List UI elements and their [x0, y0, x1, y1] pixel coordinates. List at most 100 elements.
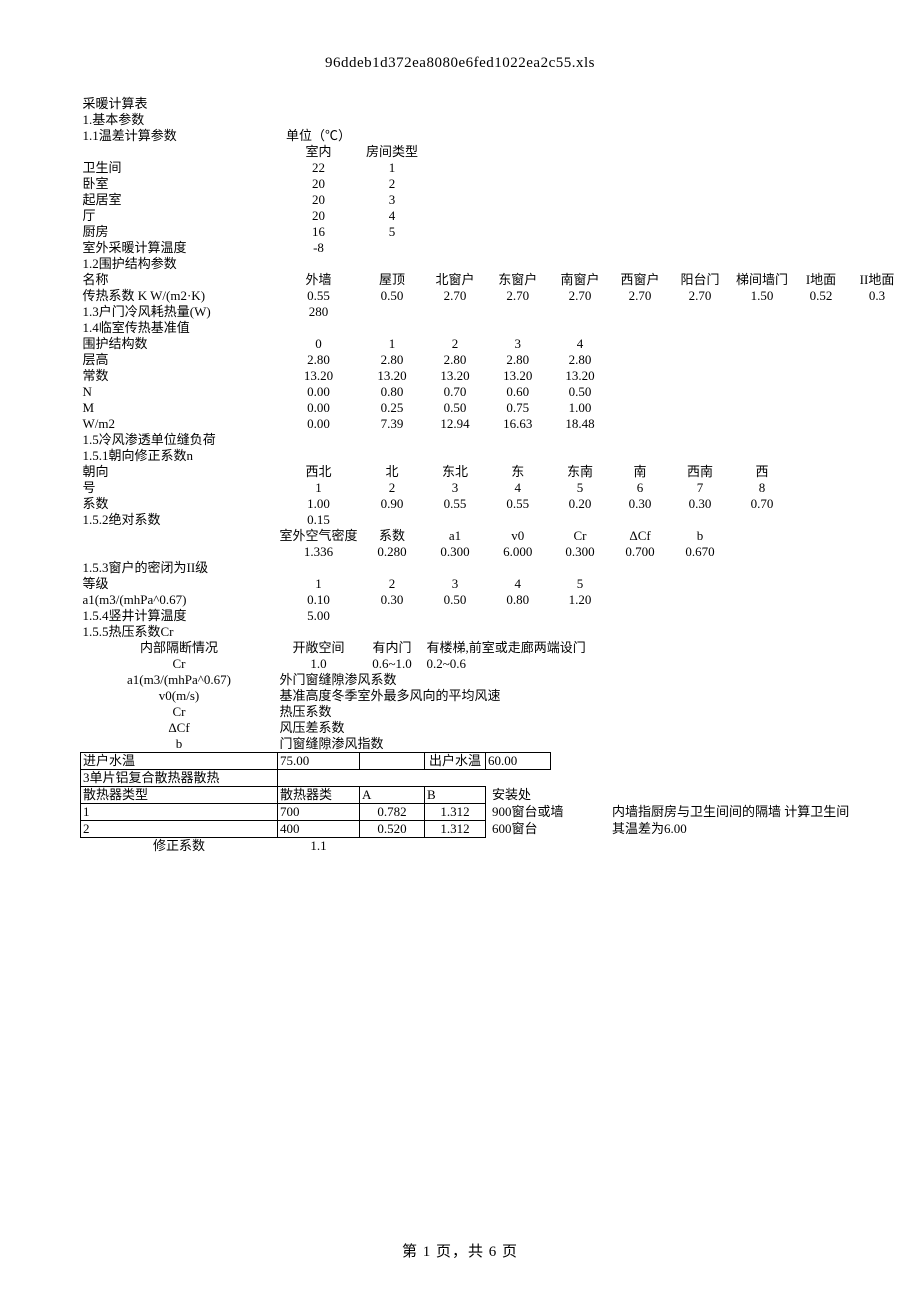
room-num: 2 [360, 176, 425, 192]
section-1-5-4: 1.5.4竖井计算温度 [81, 608, 278, 624]
cell: 西南 [670, 464, 730, 480]
rad-cell: 700 [278, 804, 360, 821]
sec13-val: 280 [278, 304, 360, 320]
k-val: 1.50 [730, 288, 794, 304]
rad-hdr: A [360, 787, 425, 804]
room-temp: 16 [278, 224, 360, 240]
cell: 0 [278, 336, 360, 352]
cr-label: Cr [81, 656, 278, 672]
cell: 13.20 [425, 368, 486, 384]
k-val: 2.70 [610, 288, 670, 304]
cell: 13.20 [486, 368, 551, 384]
sec152-val: 0.15 [278, 512, 360, 528]
cell: 4 [486, 480, 551, 496]
rad-cell: 0.782 [360, 804, 425, 821]
rad-cell: 0.520 [360, 821, 425, 838]
r14-label: N [81, 384, 278, 400]
env-col: 屋顶 [360, 272, 425, 288]
section-1-4: 1.4临室传热基准值 [81, 320, 278, 336]
section-1-5-1: 1.5.1朝向修正系数n [81, 448, 278, 464]
cell: 18.48 [550, 416, 610, 432]
cell: 0.300 [425, 544, 486, 560]
cell: 5 [550, 576, 610, 592]
room-name: 厅 [81, 208, 278, 224]
cell: 0.50 [425, 592, 486, 608]
env-col: II地面 [848, 272, 906, 288]
env-col: I地面 [794, 272, 848, 288]
cell: 1.20 [550, 592, 610, 608]
rad-cell: 1 [81, 804, 278, 821]
cell: 4 [550, 336, 610, 352]
r14-label: 常数 [81, 368, 278, 384]
cell: 0.300 [550, 544, 610, 560]
cell: 3 [425, 480, 486, 496]
section-1-3: 1.3户门冷风耗热量(W) [81, 304, 278, 320]
cell: 0.90 [360, 496, 425, 512]
a1-label: a1(m3/(mhPa^0.67) [81, 592, 278, 608]
rad-cell: 1.312 [425, 821, 486, 838]
cell: 0.55 [486, 496, 551, 512]
cell: 1.0 [278, 656, 360, 672]
k-val: 2.70 [670, 288, 730, 304]
room-num: 5 [360, 224, 425, 240]
def-val: 风压差系数 [278, 720, 611, 736]
cell: 0.280 [360, 544, 425, 560]
cell: 0.00 [278, 400, 360, 416]
k-val: 0.55 [278, 288, 360, 304]
rad-hdr: 散热器类 [278, 787, 360, 804]
def-val: 基准高度冬季室外最多风向的平均风速 [278, 688, 671, 704]
outlet-temp-label: 出户水温 [425, 753, 486, 770]
rad-note: 内墙指厨房与卫生间间的隔墙 计算卫生间 [610, 804, 906, 821]
cell: 东北 [425, 464, 486, 480]
rad-hdr: B [425, 787, 486, 804]
cell: 3 [486, 336, 551, 352]
rad-hdr: 安装处 [486, 787, 551, 804]
cell: 0.20 [550, 496, 610, 512]
cell: 8 [730, 480, 794, 496]
env-col: 梯间墙门 [730, 272, 794, 288]
k-val: 0.3 [848, 288, 906, 304]
cell: 东 [486, 464, 551, 480]
rad-cell: 900窗台或墙 [486, 804, 611, 821]
cell: 13.20 [360, 368, 425, 384]
cell: 系数 [360, 528, 425, 544]
cell: 2 [425, 336, 486, 352]
room-temp: 20 [278, 208, 360, 224]
cell: 2.80 [486, 352, 551, 368]
cell: v0 [486, 528, 551, 544]
cell: ΔCf [610, 528, 670, 544]
cell: 0.30 [670, 496, 730, 512]
outdoor-label: 室外采暖计算温度 [81, 240, 278, 256]
env-col: 南窗户 [550, 272, 610, 288]
def-key: b [81, 736, 278, 753]
env-col: 西窗户 [610, 272, 670, 288]
room-temp: 20 [278, 192, 360, 208]
section-title: 采暖计算表 [81, 96, 278, 112]
cell: 1.00 [278, 496, 360, 512]
iso-label: 内部隔断情况 [81, 640, 278, 656]
data-table: 采暖计算表 1.基本参数 1.1温差计算参数 单位（℃） 室内 房间类型 卫生间… [80, 96, 906, 854]
def-key: a1(m3/(mhPa^0.67) [81, 672, 278, 688]
cell: 开敞空间 [278, 640, 360, 656]
cell: b [670, 528, 730, 544]
cell: 5 [550, 480, 610, 496]
cell: 2.80 [278, 352, 360, 368]
section-1: 1.基本参数 [81, 112, 278, 128]
cell: 1 [278, 480, 360, 496]
document-title: 96ddeb1d372ea8080e6fed1022ea2c55.xls [0, 55, 920, 72]
env-col: 北窗户 [425, 272, 486, 288]
env-col: 外墙 [278, 272, 360, 288]
cell: 0.2~0.6 [425, 656, 486, 672]
cell: 西北 [278, 464, 360, 480]
cell: 7 [670, 480, 730, 496]
r14-label: 围护结构数 [81, 336, 278, 352]
num-label: 号 [81, 480, 278, 496]
k-val: 0.50 [360, 288, 425, 304]
cell: 有内门 [360, 640, 425, 656]
section-1-5-5: 1.5.5热压系数Cr [81, 624, 278, 640]
outdoor-val: -8 [278, 240, 360, 256]
k-val: 2.70 [550, 288, 610, 304]
cell: 1 [360, 336, 425, 352]
cell: 0.55 [425, 496, 486, 512]
cell: 0.30 [610, 496, 670, 512]
